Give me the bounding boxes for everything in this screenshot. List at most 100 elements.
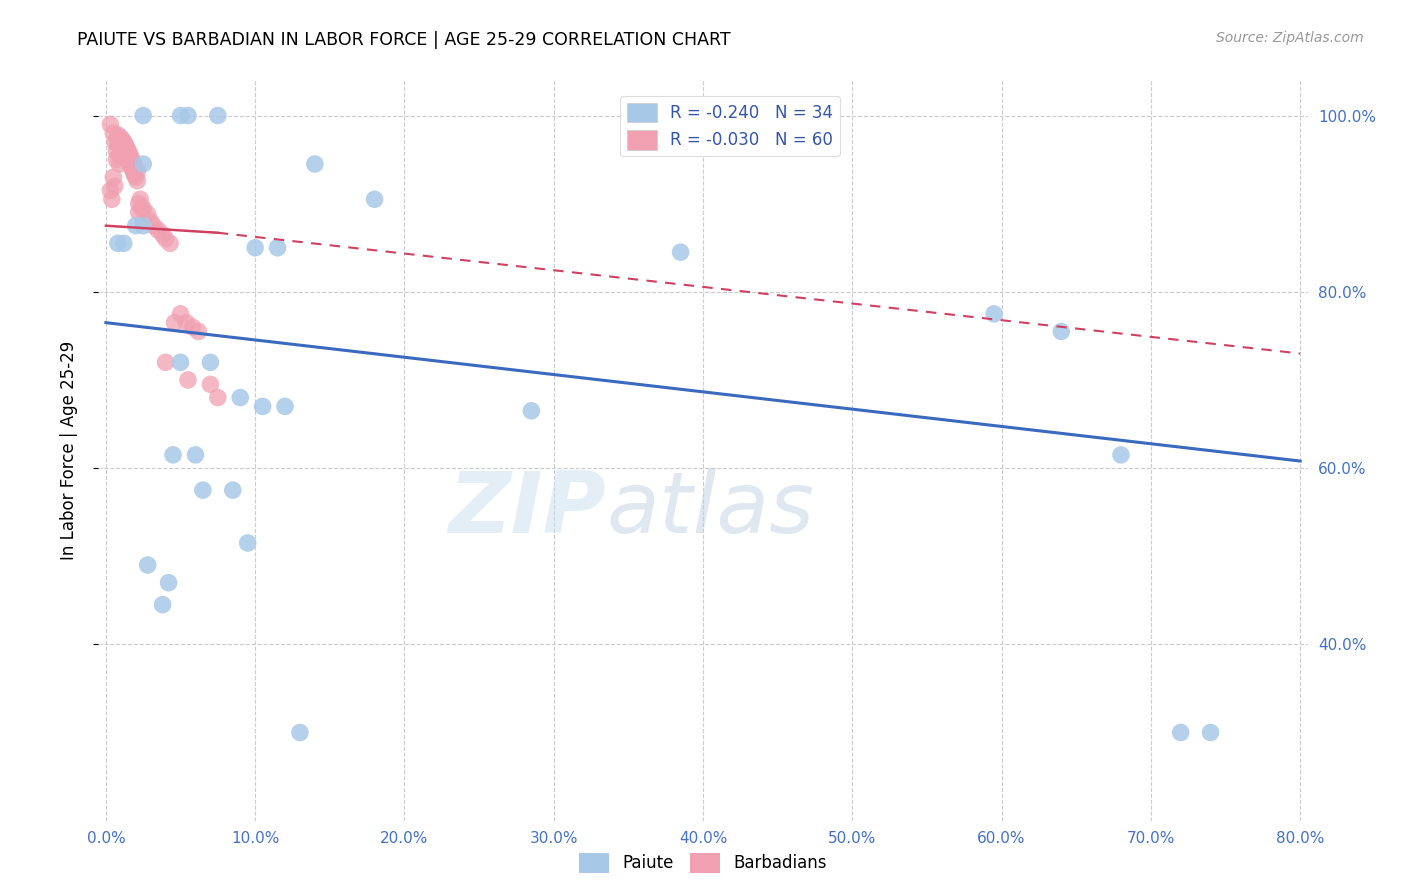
Point	[132, 157, 155, 171]
Point	[136, 207, 159, 221]
Point	[159, 236, 181, 251]
Point	[110, 130, 132, 145]
Point	[136, 558, 159, 572]
Point	[669, 245, 692, 260]
Point	[200, 355, 222, 369]
Point	[187, 325, 209, 339]
Point	[274, 400, 297, 414]
Point	[115, 141, 138, 155]
Point	[131, 201, 153, 215]
Point	[104, 135, 127, 149]
Point	[117, 144, 139, 158]
Point	[111, 133, 134, 147]
Point	[121, 154, 143, 169]
Point	[103, 170, 125, 185]
Point	[200, 377, 222, 392]
Point	[121, 163, 143, 178]
Point	[112, 236, 135, 251]
Point	[132, 214, 155, 228]
Point	[169, 355, 191, 369]
Point	[304, 157, 326, 171]
Point	[162, 448, 184, 462]
Point	[122, 168, 145, 182]
Point	[114, 146, 136, 161]
Point	[105, 153, 128, 167]
Point	[163, 316, 186, 330]
Point	[118, 156, 141, 170]
Text: ZIP: ZIP	[449, 468, 606, 551]
Point	[176, 316, 198, 330]
Point	[128, 196, 150, 211]
Point	[125, 219, 148, 233]
Point	[252, 400, 274, 414]
Point	[98, 184, 121, 198]
Point	[129, 192, 152, 206]
Y-axis label: In Labor Force | Age 25-29: In Labor Force | Age 25-29	[59, 341, 77, 560]
Legend: R = -0.240   N = 34, R = -0.030   N = 60: R = -0.240 N = 34, R = -0.030 N = 60	[620, 96, 839, 156]
Point	[520, 404, 543, 418]
Point	[132, 201, 155, 215]
Point	[110, 148, 132, 162]
Point	[146, 223, 169, 237]
Point	[983, 307, 1005, 321]
Point	[155, 232, 177, 246]
Point	[105, 144, 128, 158]
Point	[120, 151, 142, 165]
Point	[139, 214, 162, 228]
Point	[266, 241, 288, 255]
Point	[127, 165, 149, 179]
Point	[152, 227, 174, 242]
Point	[243, 241, 266, 255]
Point	[112, 144, 135, 158]
Point	[114, 137, 136, 152]
Point	[155, 355, 177, 369]
Point	[222, 483, 245, 497]
Point	[104, 179, 127, 194]
Point	[236, 536, 259, 550]
Point	[152, 598, 174, 612]
Point	[177, 373, 200, 387]
Point	[177, 109, 200, 123]
Point	[181, 320, 204, 334]
Point	[127, 174, 149, 188]
Point	[207, 391, 229, 405]
Text: Source: ZipAtlas.com: Source: ZipAtlas.com	[1216, 31, 1364, 45]
Point	[128, 205, 150, 219]
Point	[229, 391, 252, 405]
Point	[207, 109, 229, 123]
Point	[288, 725, 311, 739]
Point	[122, 158, 145, 172]
Point	[117, 153, 139, 167]
Point	[125, 170, 148, 185]
Point	[107, 236, 129, 251]
Point	[98, 117, 121, 131]
Point	[169, 109, 191, 123]
Point	[132, 219, 155, 233]
Text: atlas: atlas	[606, 468, 814, 551]
Point	[108, 148, 131, 162]
Legend: Paiute, Barbadians: Paiute, Barbadians	[572, 847, 834, 880]
Point	[107, 128, 129, 142]
Point	[108, 157, 131, 171]
Point	[120, 160, 142, 174]
Text: PAIUTE VS BARBADIAN IN LABOR FORCE | AGE 25-29 CORRELATION CHART: PAIUTE VS BARBADIAN IN LABOR FORCE | AGE…	[77, 31, 731, 49]
Point	[142, 219, 165, 233]
Point	[103, 126, 125, 140]
Point	[112, 135, 135, 149]
Point	[115, 151, 138, 165]
Point	[1170, 725, 1192, 739]
Point	[101, 192, 124, 206]
Point	[1050, 325, 1073, 339]
Point	[191, 483, 214, 497]
Point	[1109, 448, 1132, 462]
Point	[157, 575, 180, 590]
Point	[111, 142, 134, 156]
Point	[184, 448, 207, 462]
Point	[363, 192, 385, 206]
Point	[1199, 725, 1222, 739]
Point	[125, 161, 148, 176]
Point	[132, 109, 155, 123]
Point	[110, 139, 132, 153]
Point	[118, 147, 141, 161]
Point	[169, 307, 191, 321]
